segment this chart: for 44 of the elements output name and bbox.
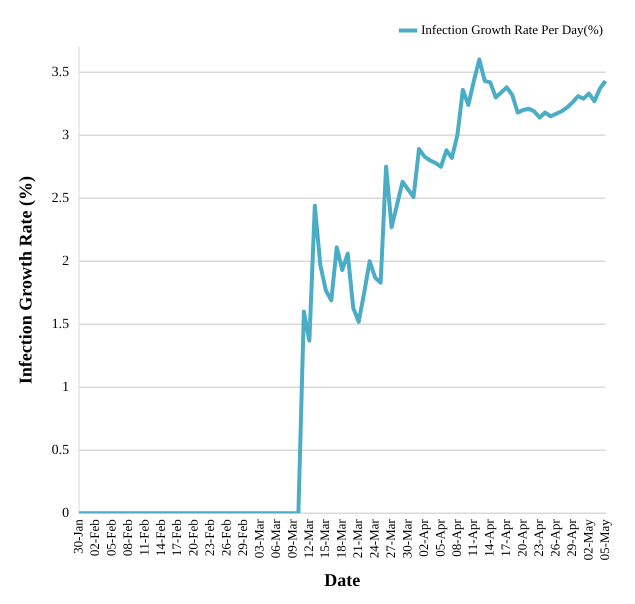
x-tick-label: 05-Feb	[103, 519, 118, 556]
x-tick-label: 23-Apr	[531, 518, 546, 557]
y-tick-label: 1.5	[52, 316, 70, 332]
x-tick-label: 26-Feb	[218, 519, 234, 556]
x-tick-label: 09-Mar	[284, 518, 300, 558]
x-tick-label: 11-Apr	[465, 518, 480, 556]
x-tick-label: 12-Mar	[300, 518, 316, 558]
y-tick-label: 0.5	[52, 442, 70, 458]
x-tick-label: 08-Feb	[120, 519, 135, 556]
x-axis-title: Date	[324, 570, 360, 590]
x-tick-label: 26-Apr	[547, 518, 562, 557]
x-tick-label: 11-Feb	[136, 519, 152, 556]
x-tick-label: 15-Mar	[317, 518, 332, 558]
x-tick-label: 21-Mar	[350, 518, 366, 558]
x-tick-label: 20-Apr	[514, 518, 530, 557]
y-tick-label: 1	[62, 380, 70, 395]
y-tick-label: 2.5	[52, 190, 70, 206]
x-tick-label: 27-Mar	[383, 518, 398, 558]
x-tick-label: 17-Feb	[169, 519, 184, 556]
x-tick-label: 18-Mar	[334, 518, 349, 558]
x-tick-label: 23-Feb	[202, 519, 218, 556]
x-tick-label: 20-Feb	[186, 519, 201, 556]
x-tick-label: 29-Feb	[234, 519, 250, 556]
x-tick-label: 02-May	[580, 518, 596, 560]
legend-label: Infection Growth Rate Per Day(%)	[421, 22, 603, 37]
x-tick-label: 30-Jan	[70, 518, 86, 554]
x-tick-label: 14-Feb	[152, 519, 168, 556]
y-tick-label: 3.5	[52, 64, 70, 80]
x-tick-label: 14-Apr	[482, 518, 497, 557]
y-tick-label: 3	[62, 128, 70, 143]
x-tick-label: 29-Apr	[564, 518, 579, 557]
y-axis-title: Infection Growth Rate (%)	[15, 176, 36, 384]
x-tick-label: 24-Mar	[366, 518, 382, 558]
x-tick-label: 08-Apr	[448, 518, 464, 557]
y-tick-label: 0	[62, 506, 70, 521]
x-tick-label: 02-Apr	[416, 518, 431, 557]
x-tick-label: 03-Mar	[251, 518, 266, 558]
x-tick-label: 05-May	[596, 518, 612, 560]
x-tick-label: 30-Mar	[399, 518, 414, 558]
x-tick-label: 05-Apr	[432, 518, 448, 557]
x-tick-label: 02-Feb	[86, 519, 102, 556]
y-tick-label: 2	[62, 254, 70, 269]
x-tick-label: 17-Apr	[498, 518, 514, 557]
x-tick-label: 06-Mar	[268, 518, 283, 558]
